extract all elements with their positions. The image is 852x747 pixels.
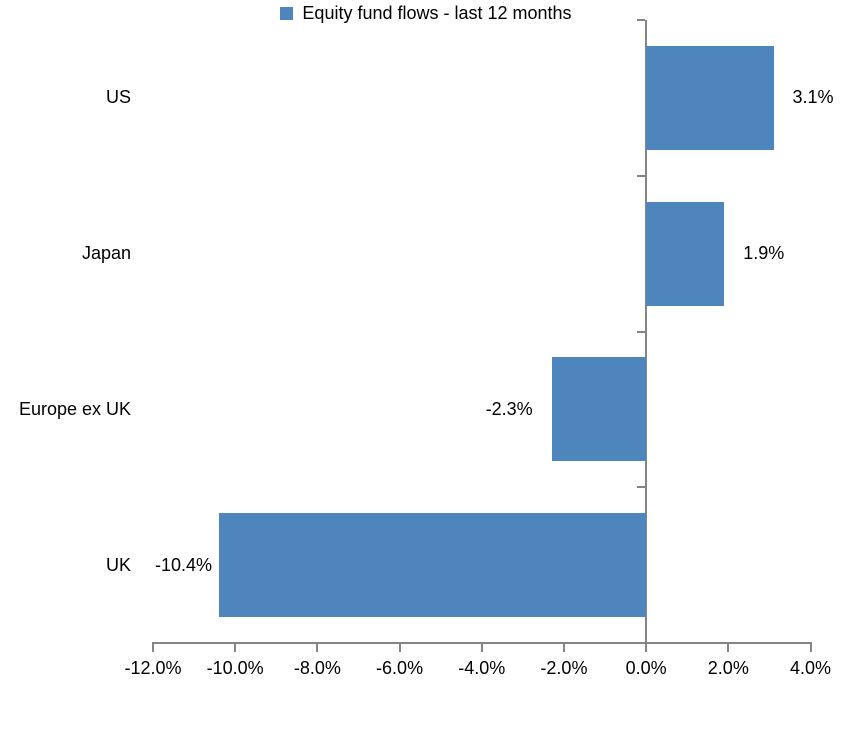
data-label-europe-ex-uk: -2.3%: [485, 399, 533, 419]
y-axis-tick: [637, 19, 646, 21]
y-axis-tick: [637, 330, 646, 333]
category-label-japan: Japan: [81, 243, 131, 263]
x-axis-tick: [152, 643, 154, 652]
bar-us: [646, 46, 774, 150]
x-axis-tick-label: 2.0%: [707, 658, 749, 678]
x-axis-tick-label: -6.0%: [376, 658, 424, 678]
bar-japan: [646, 202, 725, 306]
data-label-us: 3.1%: [792, 87, 834, 107]
category-label-europe-ex-uk: Europe ex UK: [18, 399, 131, 419]
legend-swatch-icon: [280, 6, 294, 20]
x-axis-tick-label: 0.0%: [625, 658, 667, 678]
data-label-uk: -10.4%: [155, 555, 213, 575]
x-axis-tick: [562, 643, 565, 652]
legend: Equity fund flows - last 12 months: [0, 0, 852, 26]
y-axis-line: [645, 20, 648, 652]
bar-uk: [218, 513, 647, 617]
bar-europe-ex-uk: [551, 357, 647, 461]
x-axis-tick-label: -12.0%: [124, 658, 182, 678]
y-axis-tick: [637, 174, 646, 177]
x-axis-tick: [645, 643, 648, 652]
x-axis-tick: [727, 643, 730, 652]
x-axis-tick: [480, 643, 483, 652]
x-axis-tick: [316, 643, 319, 652]
x-axis-tick-label: -10.0%: [206, 658, 264, 678]
x-axis-tick: [398, 643, 401, 652]
category-label-uk: UK: [105, 555, 131, 575]
x-axis-tick-label: -8.0%: [293, 658, 341, 678]
category-label-us: US: [105, 87, 131, 107]
x-axis-tick: [234, 643, 237, 652]
x-axis-tick-label: -2.0%: [540, 658, 588, 678]
x-axis-tick-label: 4.0%: [789, 658, 832, 678]
data-label-japan: 1.9%: [743, 243, 785, 263]
x-axis-tick: [809, 643, 812, 652]
legend-label: Equity fund flows - last 12 months: [302, 2, 572, 23]
y-axis-tick: [637, 486, 646, 489]
x-axis-tick-label: -4.0%: [458, 658, 506, 678]
